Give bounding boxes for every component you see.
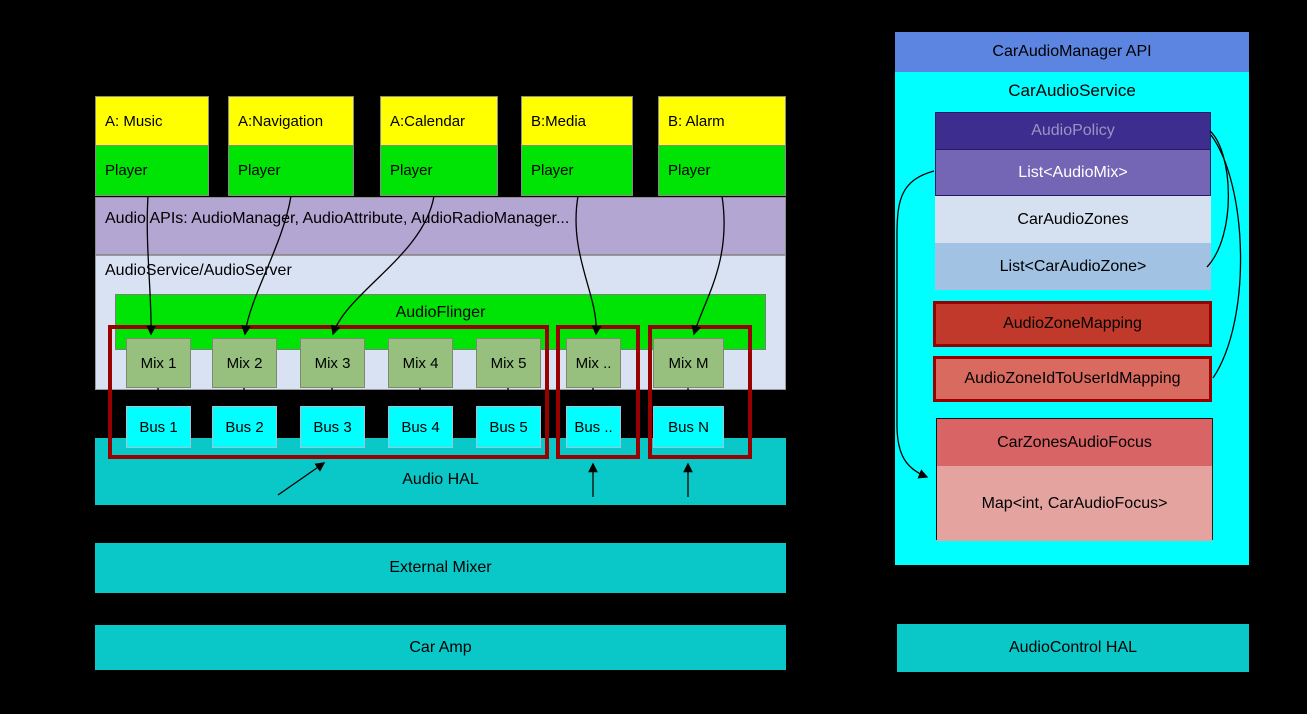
app-box-music-player: Player — [95, 146, 209, 196]
caraudiozone-list-box: List<CarAudioZone> — [935, 243, 1211, 290]
app-box-media-title: B:Media — [521, 96, 633, 146]
audioservice-label: AudioService/AudioServer — [105, 262, 292, 279]
bus-2-box: Bus 2 — [212, 406, 277, 448]
carzonesaudiofocus-box: CarZonesAudioFocus Map<int, CarAudioFocu… — [936, 418, 1213, 541]
caraudiozones-box: CarAudioZones — [935, 196, 1211, 243]
audio-apis-bar: Audio APIs: AudioManager, AudioAttribute… — [95, 197, 786, 255]
caraudiofocus-map-label: Map<int, CarAudioFocus> — [937, 466, 1212, 541]
bus-5-box: Bus 5 — [476, 406, 541, 448]
mix-2-box: Mix 2 — [212, 338, 277, 388]
audiozoneid-to-userid-mapping-box: AudioZoneIdToUserIdMapping — [933, 356, 1212, 402]
app-box-alarm-player: Player — [658, 146, 786, 196]
audio-hal-bar: Audio HAL — [95, 438, 786, 505]
app-box-calendar-title: A:Calendar — [380, 96, 498, 146]
bus-n-box: Bus N — [653, 406, 724, 448]
zone-group-rect-dots — [556, 325, 640, 459]
bus-3-box: Bus 3 — [300, 406, 365, 448]
zone-group-rect-primary — [108, 325, 549, 459]
caraudiomanager-api-header: CarAudioManager API — [895, 32, 1249, 72]
caraudioservice-label: CarAudioService — [1008, 81, 1136, 100]
audiopolicy-box: AudioPolicy — [935, 112, 1211, 150]
audiozonemapping-box: AudioZoneMapping — [933, 301, 1212, 347]
bus-1-box: Bus 1 — [126, 406, 191, 448]
app-box-navigation-player: Player — [228, 146, 354, 196]
app-box-calendar-player: Player — [380, 146, 498, 196]
mix-3-box: Mix 3 — [300, 338, 365, 388]
bus-dots-box: Bus .. — [566, 406, 621, 448]
mix-1-box: Mix 1 — [126, 338, 191, 388]
app-box-alarm-title: B: Alarm — [658, 96, 786, 146]
audiomix-list-box: List<AudioMix> — [935, 150, 1211, 196]
bus-4-box: Bus 4 — [388, 406, 453, 448]
mix-m-box: Mix M — [653, 338, 724, 388]
app-box-music-title: A: Music — [95, 96, 209, 146]
audiocontrol-hal-bar: AudioControl HAL — [897, 624, 1249, 672]
mix-5-box: Mix 5 — [476, 338, 541, 388]
app-box-media-player: Player — [521, 146, 633, 196]
external-mixer-bar: External Mixer — [95, 543, 786, 593]
zone-group-rect-n — [648, 325, 752, 459]
car-amp-bar: Car Amp — [95, 625, 786, 670]
mix-dots-box: Mix .. — [566, 338, 621, 388]
app-box-navigation-title: A:Navigation — [228, 96, 354, 146]
mix-4-box: Mix 4 — [388, 338, 453, 388]
carzonesaudiofocus-label: CarZonesAudioFocus — [937, 419, 1212, 466]
